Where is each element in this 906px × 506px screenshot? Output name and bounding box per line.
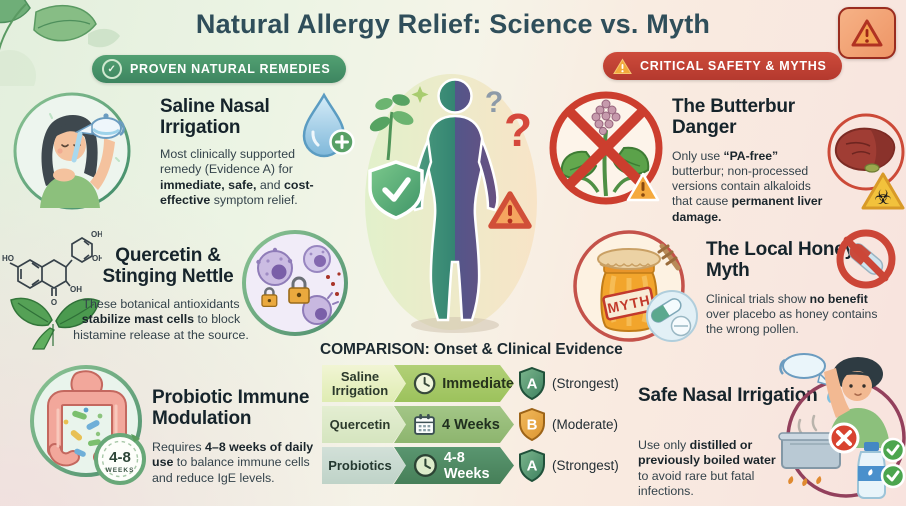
risk-safe-irrigation-section: Safe Nasal Irrigation — [638, 385, 823, 407]
comparison-section: COMPARISON: Onset & Clinical Evidence Sa… — [320, 341, 624, 489]
no-pill-icon — [836, 229, 896, 289]
grade-shield-icon: B — [519, 408, 545, 441]
critical-safety-header: CRITICAL SAFETY & MYTHS — [603, 52, 843, 80]
remedy-saline-section: Saline Nasal Irrigation — [160, 96, 312, 139]
alert-badge — [838, 7, 896, 59]
risk-butterbur-title: The Butterbur Danger — [672, 96, 796, 138]
page-title: Natural Allergy Relief: Science vs. Myth — [195, 9, 711, 39]
comparison-title: COMPARISON: Onset & Clinical Evidence — [320, 341, 623, 358]
remedy-saline-title: Saline Nasal Irrigation — [160, 96, 270, 138]
proven-remedies-header: ✓ PROVEN NATURAL REMEDIES — [92, 55, 347, 83]
honey-jar: MYTH — [597, 248, 661, 332]
quercetin-molecule-illustration: HO OH OH OH O — [2, 230, 102, 307]
risk-safe-irrigation-title: Safe Nasal Irrigation — [638, 385, 818, 406]
remedy-saline-body: Most clinically supported remedy (Eviden… — [160, 147, 314, 208]
calendar-icon — [413, 413, 436, 436]
question-marks: ? ? — [485, 86, 532, 156]
clock-icon — [413, 453, 438, 478]
boiling-pot — [778, 414, 844, 486]
weeks-badge: 4-8 WEEKS — [94, 433, 146, 485]
svg-text:WEEKS: WEEKS — [106, 467, 135, 474]
myth-stamp: MYTH — [602, 286, 656, 321]
proven-remedies-label: PROVEN NATURAL REMEDIES — [130, 62, 331, 76]
bacteria-icons — [63, 407, 103, 457]
human-silhouette-illustration: ? ? — [365, 74, 537, 333]
risk-honey-section: The Local Honey Myth — [706, 239, 856, 282]
grade-note: (Strongest) — [552, 458, 619, 473]
risk-honey-body: Clinical trials show no benefit over pla… — [706, 292, 878, 337]
liver-biohazard-illustration: ☣ — [827, 113, 905, 210]
x-badge — [828, 422, 860, 454]
nettle-leaves-illustration — [10, 297, 100, 350]
boil-water-illustration — [778, 353, 906, 499]
svg-text:O: O — [51, 298, 57, 307]
plant-icon — [369, 86, 429, 161]
check-badge-icon — [880, 463, 906, 489]
row-label: Probiotics — [322, 447, 406, 484]
row-label: Saline Irrigation — [322, 365, 406, 402]
check-badge-icon — [880, 437, 906, 463]
row-onset: Immediate — [394, 365, 514, 402]
grade-shield-icon: A — [519, 367, 545, 400]
warning-triangle-icon — [626, 172, 660, 202]
woman-neti-pot-illustration — [13, 92, 131, 210]
butterbur-plant — [560, 99, 650, 197]
svg-text:OH: OH — [70, 285, 82, 294]
gut-probiotics-illustration: 4-8 WEEKS — [30, 365, 146, 485]
remedy-probiotic-title: Probiotic Immune Modulation — [152, 387, 310, 429]
remedy-probiotic-body: Requires 4–8 weeks of daily use to balan… — [152, 440, 314, 485]
svg-text:B: B — [527, 417, 538, 434]
svg-text:OH: OH — [92, 254, 102, 263]
comparison-row-probiotics: Probiotics 4-8 Weeks A (Strongest) — [320, 447, 620, 484]
svg-text:☣: ☣ — [874, 187, 892, 209]
pills-icon — [646, 290, 698, 342]
row-onset: 4-8 Weeks — [394, 447, 514, 484]
grade-shield-icon: A — [519, 449, 545, 482]
remedy-quercetin-section: Quercetin & Stinging Nettle — [92, 245, 244, 288]
svg-text:A: A — [527, 376, 538, 393]
clock-icon — [413, 371, 436, 396]
risk-butterbur-section: The Butterbur Danger — [672, 96, 847, 139]
svg-text:?: ? — [485, 86, 503, 119]
comparison-row-saline: Saline Irrigation Immediate A (Strongest… — [320, 365, 620, 402]
svg-text:HO: HO — [2, 254, 14, 263]
mast-cell-lock-illustration — [242, 230, 348, 336]
comparison-row-quercetin: Quercetin 4 Weeks B — [320, 406, 620, 443]
grade-note: (Moderate) — [552, 417, 619, 432]
svg-text:A: A — [527, 458, 538, 475]
risk-safe-irrigation-body: Use only distilled or previously boiled … — [638, 438, 776, 499]
grade-note: (Strongest) — [552, 376, 619, 391]
warning-triangle-icon — [613, 58, 632, 74]
remedy-probiotic-section: Probiotic Immune Modulation — [152, 387, 344, 430]
svg-text:OH: OH — [91, 230, 102, 239]
check-circle-icon: ✓ — [102, 59, 122, 79]
risk-honey-title: The Local Honey Myth — [706, 239, 856, 281]
honey-myth-illustration: MYTH — [573, 230, 698, 342]
remedy-quercetin-title: Quercetin & Stinging Nettle — [102, 245, 234, 287]
shield-check-icon — [368, 160, 424, 220]
water-bottle — [857, 442, 886, 499]
lock-icon — [288, 276, 310, 304]
warning-triangle-icon — [488, 191, 532, 229]
svg-text:4-8: 4-8 — [109, 449, 131, 466]
lock-icon — [261, 287, 278, 308]
warning-triangle-icon — [851, 19, 883, 47]
butterbur-banned-illustration — [549, 91, 663, 205]
water-drop-plus-icon — [302, 92, 355, 158]
critical-safety-label: CRITICAL SAFETY & MYTHS — [640, 59, 827, 73]
row-label: Quercetin — [322, 406, 406, 443]
leaves-decoration-icon — [0, 0, 120, 86]
honey-dipper — [657, 243, 681, 271]
remedy-quercetin-body: These botanical antioxidants stabilize m… — [73, 297, 249, 342]
risk-butterbur-body: Only use “PA-free” butterbur; non-proces… — [672, 149, 823, 224]
svg-text:?: ? — [504, 104, 532, 156]
biohazard-triangle-icon: ☣ — [861, 172, 905, 210]
row-onset: 4 Weeks — [394, 406, 514, 443]
